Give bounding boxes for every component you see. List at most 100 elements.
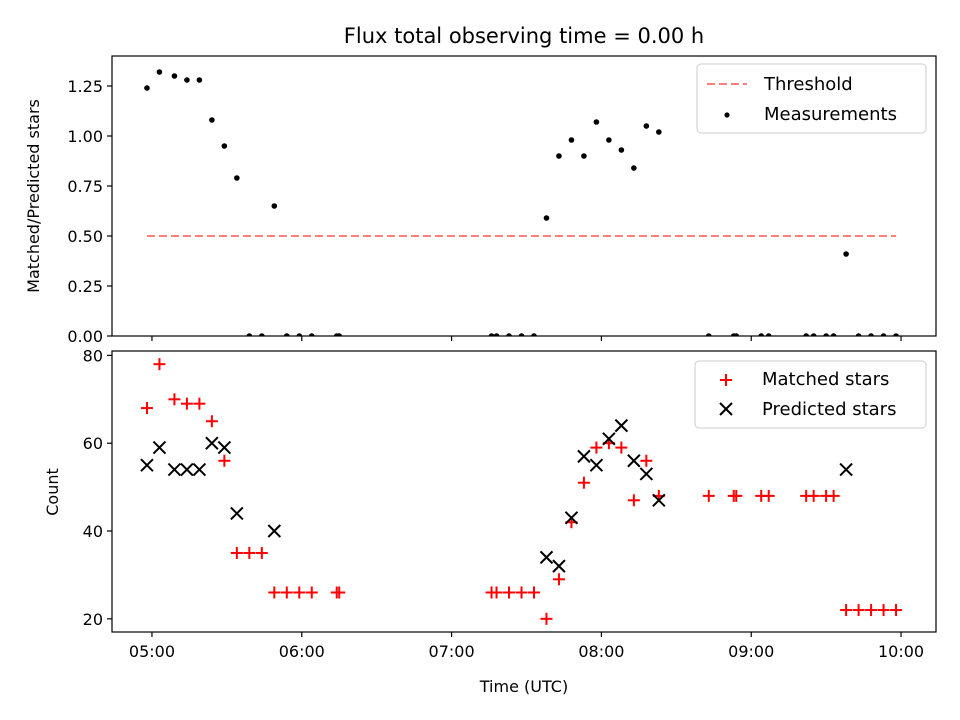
measurement-point: [758, 333, 765, 336]
top-y-axis-label: Matched/Predicted stars: [24, 99, 43, 293]
predicted-stars-point: [839, 462, 853, 477]
measurement-point: [296, 333, 303, 336]
bottom-x-tick-label: 09:00: [728, 642, 774, 661]
measurement-point: [765, 333, 772, 336]
measurement-point: [618, 147, 625, 153]
matched-stars-point: [640, 454, 653, 467]
predicted-stars-point: [577, 449, 591, 464]
matched-stars-point: [827, 489, 840, 502]
matched-stars-point: [168, 393, 181, 406]
matched-stars-point: [852, 604, 865, 617]
predicted-stars-point: [639, 467, 654, 481]
matched-stars-point: [730, 489, 743, 502]
measurement-point: [171, 73, 178, 79]
matched-stars-point: [577, 476, 590, 489]
legend-predicted-label: Predicted stars: [762, 399, 896, 420]
bottom-x-tick-label: 05:00: [129, 642, 175, 661]
legend-predicted-swatch: [719, 402, 733, 416]
predicted-stars-point: [217, 440, 232, 455]
matched-stars-point: [218, 454, 231, 467]
matched-stars-point: [503, 586, 516, 599]
legend-matched-label: Matched stars: [762, 369, 889, 390]
chart-title: Flux total observing time = 0.00 h: [344, 24, 704, 48]
measurement-point: [156, 69, 163, 75]
bottom-x-tick-label: 10:00: [878, 642, 924, 661]
measurement-point: [830, 333, 837, 336]
matched-stars-point: [762, 489, 775, 502]
matched-stars-point: [615, 441, 628, 454]
count-panel: Count Time (UTC) 20 40 60 80 05:00 06:00 07:00…: [43, 346, 937, 696]
measurement-point: [196, 77, 203, 83]
matched-stars-point: [305, 586, 318, 599]
matched-stars-point: [540, 612, 553, 625]
measurement-point: [823, 333, 829, 336]
predicted-stars-point: [552, 559, 566, 573]
matched-stars-point: [890, 604, 903, 617]
measurement-point: [705, 333, 712, 336]
measurement-point: [656, 129, 662, 135]
top-y-tick-label: 1.25: [67, 77, 103, 96]
legend-threshold-label: Threshold: [763, 74, 853, 95]
predicted-stars-point: [205, 436, 219, 450]
matched-stars-point: [140, 402, 153, 415]
measurement-point: [271, 203, 278, 209]
measurement-point: [810, 333, 817, 336]
measurement-point: [531, 333, 537, 336]
predicted-stars-point: [140, 458, 154, 472]
measurement-point: [893, 333, 899, 336]
matched-stars-point: [280, 586, 293, 599]
measurement-point: [568, 137, 575, 143]
bottom-y-tick-label: 60: [83, 434, 103, 453]
measurement-point: [855, 333, 862, 336]
predicted-stars-point: [652, 493, 666, 507]
count-plot-area: 20 40 60 80 05:00 06:00 07:00 08:00 09:00 10:00: [83, 346, 924, 661]
top-series-layer: [144, 69, 899, 336]
bottom-y-tick-label: 40: [83, 522, 103, 541]
matched-stars-point: [627, 494, 640, 507]
measurement-point: [234, 175, 240, 181]
measurement-point: [631, 165, 637, 171]
legend-measurements-swatch: [724, 112, 730, 118]
measurement-point: [308, 333, 315, 336]
measurement-point: [209, 117, 215, 123]
measurement-point: [184, 77, 190, 83]
bottom-axes-frame: [111, 350, 937, 633]
matched-stars-point: [552, 573, 565, 586]
matched-stars-point: [333, 586, 346, 599]
top-axes-frame: [111, 55, 937, 337]
measurement-point: [283, 333, 290, 336]
matched-stars-point: [243, 546, 256, 559]
matched-stars-point: [515, 586, 528, 599]
measurement-point: [488, 333, 495, 336]
matched-stars-point: [205, 415, 218, 428]
ratio-plot-area: 0.00 0.25 0.50 0.75 1.00 1.25: [67, 69, 902, 346]
bottom-x-tick-label: 08:00: [578, 642, 624, 661]
predicted-stars-point: [167, 462, 182, 477]
measurement-point: [144, 85, 150, 91]
matched-stars-point: [153, 358, 166, 371]
top-y-tick-label: 0.50: [67, 227, 103, 246]
matched-stars-point: [255, 546, 268, 559]
matched-stars-point: [865, 604, 878, 617]
measurement-point: [246, 333, 253, 336]
measurement-point: [733, 333, 740, 336]
measurement-point: [221, 143, 228, 149]
predicted-stars-point: [192, 462, 207, 477]
measurement-point: [643, 123, 650, 129]
bottom-legend: Matched stars Predicted stars: [694, 360, 927, 429]
measurement-point: [556, 153, 562, 159]
predicted-stars-point: [267, 524, 282, 538]
matched-stars-point: [877, 604, 890, 617]
measurement-point: [581, 153, 587, 159]
bottom-y-tick-label: 80: [83, 346, 103, 365]
matched-stars-point: [490, 586, 503, 599]
matched-stars-point: [293, 586, 306, 599]
matched-stars-point: [180, 397, 193, 410]
matched-stars-point: [193, 397, 206, 410]
predicted-stars-point: [614, 418, 629, 433]
matched-stars-point: [230, 546, 243, 559]
top-legend: Threshold Measurements: [696, 63, 927, 134]
matched-stars-point: [840, 604, 853, 617]
measurement-point: [259, 333, 265, 336]
